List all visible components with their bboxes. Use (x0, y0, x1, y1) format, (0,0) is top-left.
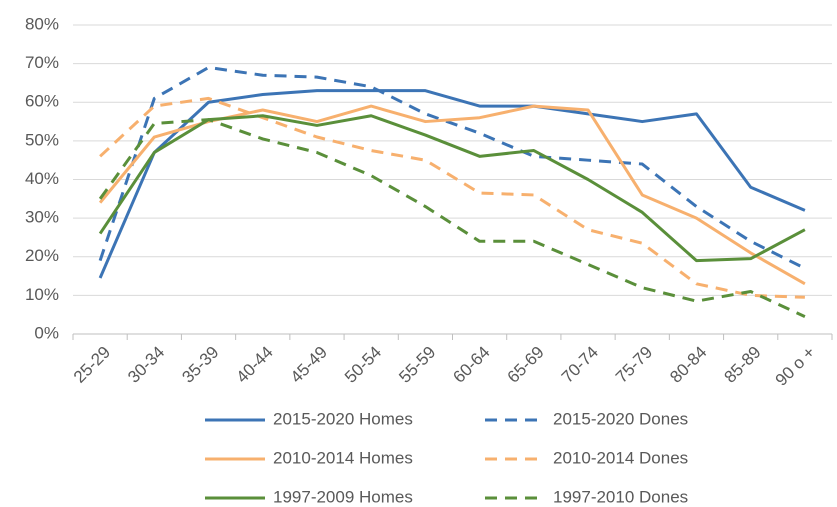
x-tick-label: 35-39 (178, 343, 222, 387)
legend-label: 2010-2014 Dones (553, 448, 688, 467)
x-tick-label: 50-54 (341, 343, 385, 387)
series-line (98, 118, 806, 318)
y-tick-label: 70% (25, 53, 59, 72)
x-tick-label: 30-34 (124, 343, 168, 387)
x-tick-label: 40-44 (233, 343, 277, 387)
y-tick-label: 60% (25, 92, 59, 111)
legend-label: 2015-2020 Dones (553, 409, 688, 428)
x-tick-label: 85-89 (720, 343, 764, 387)
y-tick-label: 10% (25, 285, 59, 304)
y-tick-label: 40% (25, 169, 59, 188)
y-tick-label: 30% (25, 208, 59, 227)
y-tick-label: 20% (25, 246, 59, 265)
x-tick-label: 55-59 (395, 343, 439, 387)
legend-label: 1997-2010 Dones (553, 487, 688, 506)
x-tick-label: 60-64 (449, 343, 493, 387)
legend-label: 1997-2009 Homes (273, 487, 413, 506)
y-tick-label: 0% (34, 323, 59, 342)
x-tick-label: 75-79 (612, 343, 656, 387)
legend-label: 2015-2020 Homes (273, 409, 413, 428)
x-tick-label: 45-49 (287, 343, 331, 387)
x-tick-label: 70-74 (558, 343, 602, 387)
x-tick-label: 80-84 (666, 343, 710, 387)
x-tick-label: 90 o + (772, 343, 819, 390)
x-tick-label: 65-69 (504, 343, 548, 387)
y-tick-label: 80% (25, 14, 59, 33)
legend-label: 2010-2014 Homes (273, 448, 413, 467)
series-line (98, 114, 806, 263)
x-tick-label: 25-29 (70, 343, 114, 387)
series-line (99, 96, 805, 299)
series-line (98, 89, 806, 279)
y-tick-label: 50% (25, 130, 59, 149)
series-line (98, 65, 806, 270)
